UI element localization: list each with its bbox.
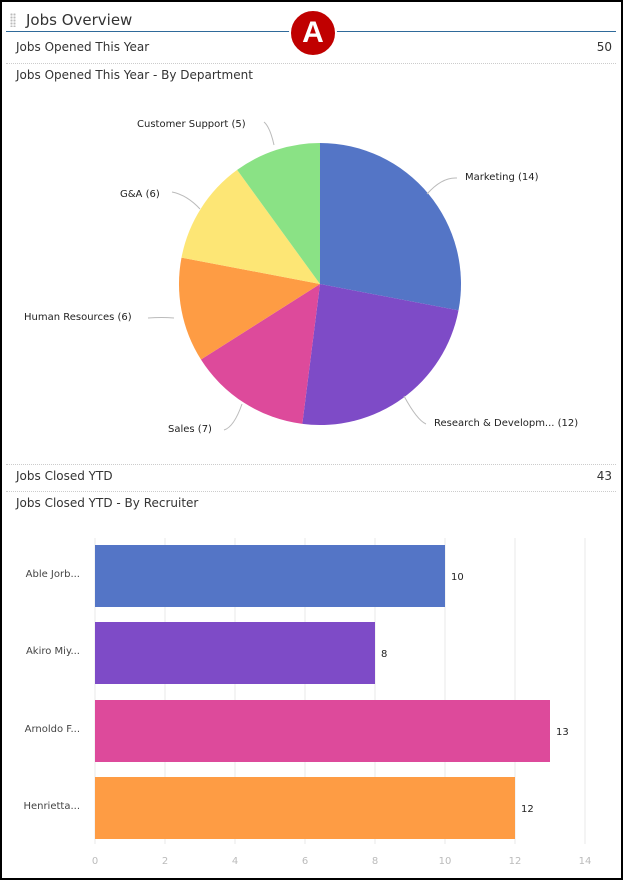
pie-leader-line — [147, 317, 175, 319]
pie-label: Human Resources (6) — [24, 312, 132, 323]
jobs-opened-label: Jobs Opened This Year — [16, 40, 150, 54]
pie-leader-line — [403, 395, 427, 425]
x-tick-label: 12 — [509, 856, 522, 867]
pie-slice[interactable] — [178, 257, 320, 360]
bar[interactable] — [95, 622, 375, 684]
jobs-closed-value: 43 — [596, 469, 612, 483]
pie-label: Research & Developm... (12) — [434, 418, 579, 429]
pie-slice[interactable] — [320, 143, 461, 311]
pie-leader-line — [426, 177, 458, 195]
pie-slice[interactable] — [237, 143, 320, 284]
pie-chart-title-text: Jobs Opened This Year - By Department — [16, 68, 253, 82]
divider — [6, 63, 616, 64]
divider — [6, 464, 616, 465]
annotation-badge: A — [289, 9, 337, 57]
bar[interactable] — [95, 777, 515, 839]
panel-title: Jobs Overview — [26, 11, 133, 29]
bar-category-label: Akiro Miy... — [25, 646, 80, 657]
pie-slice[interactable] — [181, 169, 320, 284]
bar-value-label: 8 — [381, 649, 387, 660]
x-tick-label: 2 — [162, 856, 168, 867]
drag-handle-icon[interactable] — [10, 13, 16, 27]
divider — [6, 491, 616, 492]
jobs-opened-row[interactable]: Jobs Opened This Year 50 — [16, 40, 612, 54]
jobs-closed-label: Jobs Closed YTD — [16, 469, 113, 483]
bar-value-label: 10 — [451, 572, 464, 583]
bar-chart-title-text: Jobs Closed YTD - By Recruiter — [16, 496, 199, 510]
jobs-opened-value: 50 — [596, 40, 612, 54]
bar-category-label: Henrietta... — [23, 801, 80, 812]
bar[interactable] — [95, 700, 550, 762]
department-pie-chart — [147, 121, 461, 431]
bar[interactable] — [95, 545, 445, 607]
x-tick-label: 10 — [439, 856, 452, 867]
bar-value-label: 13 — [556, 727, 569, 738]
pie-slice[interactable] — [200, 284, 320, 424]
pie-leader-line — [171, 191, 201, 210]
pie-leader-line — [223, 403, 243, 431]
x-tick-label: 14 — [579, 856, 592, 867]
bar-category-label: Arnoldo F... — [24, 724, 80, 735]
pie-slice[interactable] — [302, 284, 459, 426]
pie-label: Marketing (14) — [465, 172, 539, 183]
bar-category-label: Able Jorb... — [25, 569, 80, 580]
x-tick-label: 6 — [302, 856, 308, 867]
pie-label: Customer Support (5) — [137, 119, 246, 130]
pie-chart-title: Jobs Opened This Year - By Department — [16, 68, 612, 82]
bar-value-label: 12 — [521, 804, 534, 815]
x-tick-label: 0 — [92, 856, 98, 867]
x-tick-label: 4 — [232, 856, 238, 867]
bar-chart-title: Jobs Closed YTD - By Recruiter — [16, 496, 612, 510]
pie-label: Sales (7) — [168, 424, 212, 435]
jobs-closed-row[interactable]: Jobs Closed YTD 43 — [16, 469, 612, 483]
pie-label: G&A (6) — [120, 189, 160, 200]
x-tick-label: 8 — [372, 856, 378, 867]
pie-leader-line — [263, 121, 275, 146]
